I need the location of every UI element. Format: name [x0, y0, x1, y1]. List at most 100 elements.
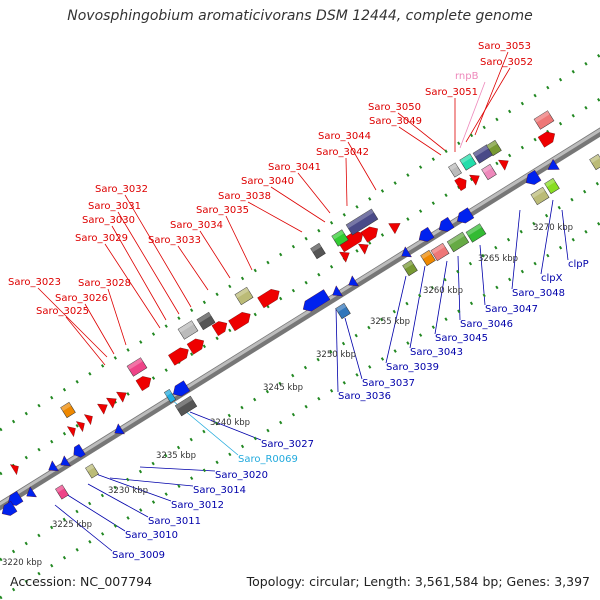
- gene-label-saro-3034: Saro_3034: [170, 220, 223, 231]
- scale-tick-label: 3245 kbp: [263, 383, 303, 393]
- gene-small: [97, 403, 108, 415]
- gene-label-saro-3049: Saro_3049: [369, 116, 422, 127]
- leader-line: [540, 199, 554, 275]
- leader-line: [109, 477, 194, 487]
- gene-label-saro-3030: Saro_3030: [82, 215, 135, 226]
- gene-saro-3020: [174, 395, 198, 417]
- gene-rnpb: [481, 163, 497, 181]
- leader-line: [247, 201, 303, 233]
- gene-features: [1, 110, 600, 516]
- gene-label-saro-3043: Saro_3043: [410, 347, 463, 358]
- leader-line: [457, 255, 461, 321]
- genome-title: Novosphingobium aromaticivorans DSM 1244…: [67, 8, 533, 24]
- gene-small: [547, 158, 560, 170]
- gene-label-saro-3009: Saro_3009: [112, 550, 165, 561]
- gene-saro-3037: [302, 289, 331, 312]
- leader-line: [398, 126, 442, 156]
- leader-line: [297, 172, 331, 214]
- gene-label-saro-3014: Saro_3014: [193, 485, 246, 496]
- leader-line: [397, 112, 448, 153]
- gene-small: [106, 397, 117, 409]
- gene-small: [9, 464, 19, 476]
- accession-text: Accession: NC_007794: [10, 574, 153, 589]
- leader-line: [111, 225, 167, 321]
- scale-tick-label: 3225 kbp: [52, 520, 92, 530]
- gene-saro-3027: [173, 380, 191, 397]
- scale-tick-label: 3235 kbp: [156, 451, 196, 461]
- gene-label-saro-3047: Saro_3047: [485, 304, 538, 315]
- gene-small: [438, 216, 455, 232]
- gene-saro-3051: [459, 153, 477, 171]
- leader-line: [84, 303, 115, 355]
- genome-summary-text: Topology: circular; Length: 3,561,584 bp…: [246, 574, 590, 589]
- leader-line: [87, 483, 149, 518]
- gene-saro-3014: [73, 444, 86, 458]
- gene-saro-3045: [446, 231, 470, 253]
- gene-label-saro-3041: Saro_3041: [268, 162, 321, 173]
- leader-line: [37, 287, 108, 358]
- gene-label-saro-3010: Saro_3010: [125, 530, 178, 541]
- gene-saro-3029: [177, 320, 199, 340]
- gene-saro-3039: [420, 249, 436, 267]
- leader-line: [189, 411, 262, 441]
- gene-saro-3009: [1, 500, 18, 516]
- gene-small: [498, 159, 509, 171]
- leader-line: [107, 288, 127, 346]
- gene-saro-3052: [448, 162, 462, 178]
- gene-label-saro-3040: Saro_3040: [241, 176, 294, 187]
- gene-clpx-b: [544, 177, 560, 195]
- gene-label-saro-3042: Saro_3042: [316, 147, 369, 158]
- gene-label-saro-3051: Saro_3051: [425, 87, 478, 98]
- leader-line: [65, 316, 106, 366]
- leader-line: [104, 243, 161, 329]
- leader-line: [95, 473, 172, 502]
- leader-line: [270, 186, 326, 223]
- gene-clpx: [530, 186, 550, 206]
- gene-label-saro-3028: Saro_3028: [78, 278, 131, 289]
- gene-label-saro-3039: Saro_3039: [386, 362, 439, 373]
- gene-label-saro-3026: Saro_3026: [55, 293, 108, 304]
- leader-line: [459, 81, 486, 149]
- gene-small: [83, 414, 93, 426]
- gene-saro-3012: [85, 463, 99, 479]
- gene-saro-3053: [533, 110, 555, 130]
- gene-label-saro-3050: Saro_3050: [368, 102, 421, 113]
- gene-saro-3036: [335, 302, 351, 320]
- gene-small: [457, 207, 475, 224]
- gene-saro-3031: [186, 338, 204, 355]
- gene-small: [135, 376, 152, 392]
- gene-small: [348, 275, 359, 287]
- leader-line: [561, 209, 569, 261]
- gene-label-clpp: clpP: [568, 259, 589, 270]
- leader-line: [139, 466, 216, 472]
- gene-label-saro-3020: Saro_3020: [215, 470, 268, 481]
- leader-line: [409, 265, 426, 349]
- gene-label-saro-3037: Saro_3037: [362, 378, 415, 389]
- leader-lines: [37, 51, 569, 552]
- gene-label-saro-3053: Saro_3053: [478, 41, 531, 52]
- gene-clpp: [589, 153, 600, 171]
- leader-line: [465, 67, 511, 143]
- leader-line: [225, 215, 253, 271]
- gene-small: [401, 246, 412, 258]
- leader-line: [511, 209, 521, 290]
- leader-line: [434, 260, 448, 335]
- leader-line: [117, 211, 180, 315]
- gene-small: [48, 460, 59, 472]
- gene-label-saro-3033: Saro_3033: [148, 235, 201, 246]
- gene-small: [358, 243, 369, 255]
- leader-line: [199, 230, 231, 279]
- leader-line: [474, 51, 509, 136]
- gene-saro-3049: [486, 139, 502, 157]
- gene-saro-3034: [234, 286, 254, 306]
- leader-line: [344, 317, 363, 380]
- leader-line: [385, 275, 407, 364]
- gene-saro-3023: [60, 401, 76, 419]
- gene-small: [114, 423, 125, 435]
- gene-small: [66, 426, 76, 438]
- leader-line: [124, 194, 192, 308]
- scale-tick-label: 3255 kbp: [370, 317, 410, 327]
- gene-small: [60, 455, 71, 467]
- gene-small: [339, 251, 350, 263]
- gene-small: [332, 285, 343, 297]
